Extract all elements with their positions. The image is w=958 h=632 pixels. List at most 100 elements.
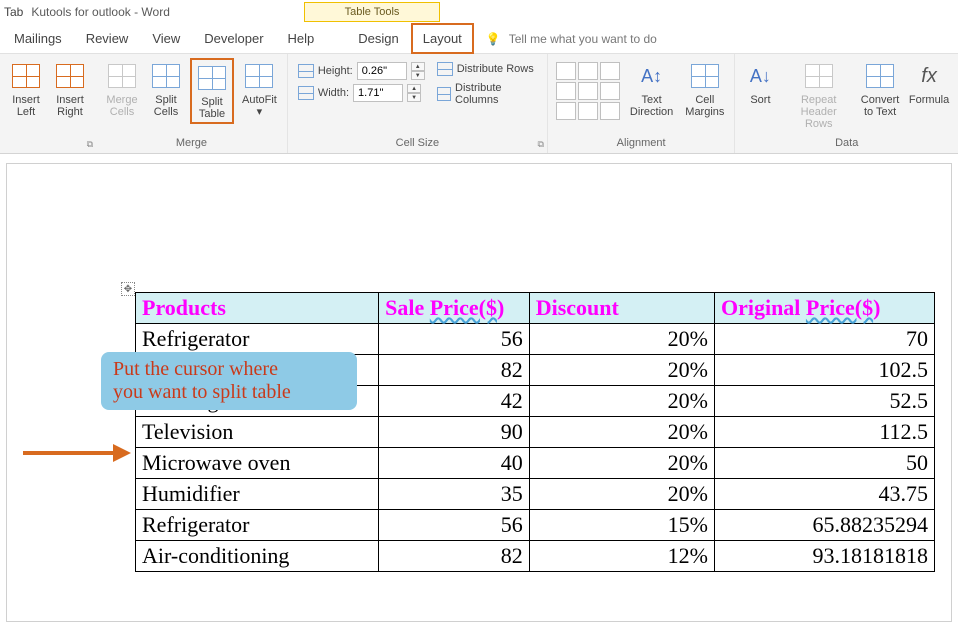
table-cell[interactable]: 20% bbox=[529, 386, 714, 417]
table-cell[interactable]: Refrigerator bbox=[136, 510, 379, 541]
convert-to-text-button[interactable]: Convert to Text bbox=[858, 58, 902, 120]
tab-review[interactable]: Review bbox=[74, 23, 141, 54]
tell-me-search[interactable]: Tell me what you want to do bbox=[509, 32, 657, 46]
table-cell[interactable]: 102.5 bbox=[714, 355, 934, 386]
table-row[interactable]: Air-conditioning8212%93.18181818 bbox=[136, 541, 935, 572]
align-top-right[interactable] bbox=[600, 62, 620, 80]
table-cell[interactable]: 112.5 bbox=[714, 417, 934, 448]
sort-button[interactable]: A↓ Sort bbox=[741, 58, 779, 108]
tab-view[interactable]: View bbox=[140, 23, 192, 54]
height-label: Height: bbox=[318, 65, 353, 77]
autofit-button[interactable]: AutoFit▾ bbox=[238, 58, 281, 120]
table-cell[interactable]: 70 bbox=[714, 324, 934, 355]
table-cell[interactable]: 15% bbox=[529, 510, 714, 541]
width-spinner[interactable]: ▲▼ bbox=[407, 84, 421, 102]
table-cell[interactable]: 20% bbox=[529, 479, 714, 510]
ribbon: Insert Left Insert Right ⧉ Merge Cells S… bbox=[0, 54, 958, 154]
align-top-left[interactable] bbox=[556, 62, 576, 80]
align-mid-right[interactable] bbox=[600, 82, 620, 100]
callout-line1: Put the cursor where bbox=[113, 358, 345, 381]
table-cell[interactable]: 65.88235294 bbox=[714, 510, 934, 541]
table-cell[interactable]: 20% bbox=[529, 355, 714, 386]
ribbon-group-data-label: Data bbox=[739, 135, 954, 151]
table-cell[interactable]: 42 bbox=[379, 386, 530, 417]
dialog-launcher-icon[interactable]: ⧉ bbox=[87, 139, 93, 150]
table-cell[interactable]: Humidifier bbox=[136, 479, 379, 510]
table-row[interactable]: Humidifier3520%43.75 bbox=[136, 479, 935, 510]
insert-right-button[interactable]: Insert Right bbox=[50, 58, 90, 120]
table-cell[interactable]: 56 bbox=[379, 324, 530, 355]
split-table-button[interactable]: Split Table bbox=[190, 58, 234, 124]
table-cell[interactable]: 56 bbox=[379, 510, 530, 541]
document-name: Kutools for outlook - Word bbox=[31, 5, 170, 19]
table-row[interactable]: Refrigerator5620%70 bbox=[136, 324, 935, 355]
align-bot-right[interactable] bbox=[600, 102, 620, 120]
align-mid-left[interactable] bbox=[556, 82, 576, 100]
table-cell[interactable]: 93.18181818 bbox=[714, 541, 934, 572]
table-row[interactable]: Refrigerator5615%65.88235294 bbox=[136, 510, 935, 541]
table-row[interactable]: Television9020%112.5 bbox=[136, 417, 935, 448]
insert-left-label: Insert Left bbox=[12, 94, 40, 118]
callout-line2: you want to split table bbox=[113, 381, 345, 404]
align-mid-center[interactable] bbox=[578, 82, 598, 100]
table-cell[interactable]: 35 bbox=[379, 479, 530, 510]
ribbon-group-alignment-label: Alignment bbox=[552, 135, 731, 151]
cellsize-launcher-icon[interactable]: ⧉ bbox=[537, 139, 543, 150]
table-cell[interactable]: 43.75 bbox=[714, 479, 934, 510]
table-cell[interactable]: 40 bbox=[379, 448, 530, 479]
tab-design[interactable]: Design bbox=[346, 23, 410, 54]
align-bot-center[interactable] bbox=[578, 102, 598, 120]
cell-margins-label: Cell Margins bbox=[685, 94, 724, 118]
repeat-header-label: Repeat Header Rows bbox=[787, 94, 850, 130]
col-discount[interactable]: Discount bbox=[529, 293, 714, 324]
height-input[interactable] bbox=[357, 62, 407, 80]
table-row[interactable]: Microwave oven4020%50 bbox=[136, 448, 935, 479]
sort-label: Sort bbox=[750, 94, 770, 106]
ribbon-group-merge-label: Merge bbox=[100, 135, 283, 151]
insert-right-label: Insert Right bbox=[56, 94, 84, 118]
table-cell[interactable]: Air-conditioning bbox=[136, 541, 379, 572]
distribute-columns-label: Distribute Columns bbox=[455, 82, 537, 106]
table-cell[interactable]: 20% bbox=[529, 448, 714, 479]
formula-button[interactable]: fx Formula bbox=[906, 58, 952, 108]
data-table[interactable]: Products Sale Price($) Discount Original… bbox=[135, 292, 935, 572]
distribute-rows-button[interactable]: Distribute Rows bbox=[437, 62, 537, 76]
formula-label: Formula bbox=[909, 94, 949, 106]
col-original-price[interactable]: Original Price($) bbox=[714, 293, 934, 324]
tab-help[interactable]: Help bbox=[276, 23, 327, 54]
tab-layout[interactable]: Layout bbox=[411, 23, 474, 54]
table-cell[interactable]: Refrigerator bbox=[136, 324, 379, 355]
distribute-columns-button[interactable]: Distribute Columns bbox=[437, 82, 537, 106]
table-cell[interactable]: 52.5 bbox=[714, 386, 934, 417]
document-area[interactable]: ✥ Products Sale Price($) Discount Origin… bbox=[6, 163, 952, 622]
bulb-icon: 💡 bbox=[486, 32, 501, 46]
table-cell[interactable]: 90 bbox=[379, 417, 530, 448]
col-products[interactable]: Products bbox=[136, 293, 379, 324]
height-spinner[interactable]: ▲▼ bbox=[411, 62, 425, 80]
page-surface: ✥ Products Sale Price($) Discount Origin… bbox=[7, 164, 951, 621]
table-header-row: Products Sale Price($) Discount Original… bbox=[136, 293, 935, 324]
alignment-grid bbox=[552, 58, 624, 124]
tab-developer[interactable]: Developer bbox=[192, 23, 275, 54]
table-cell[interactable]: 20% bbox=[529, 324, 714, 355]
align-top-center[interactable] bbox=[578, 62, 598, 80]
text-direction-button[interactable]: A↕ Text Direction bbox=[626, 58, 677, 120]
table-cell[interactable]: Microwave oven bbox=[136, 448, 379, 479]
col-sale-price[interactable]: Sale Price($) bbox=[379, 293, 530, 324]
align-bot-left[interactable] bbox=[556, 102, 576, 120]
tab-mailings[interactable]: Mailings bbox=[2, 23, 74, 54]
table-cell[interactable]: 12% bbox=[529, 541, 714, 572]
width-input[interactable] bbox=[353, 84, 403, 102]
merge-cells-label: Merge Cells bbox=[106, 94, 137, 118]
split-cells-button[interactable]: Split Cells bbox=[146, 58, 186, 120]
table-cell[interactable]: Television bbox=[136, 417, 379, 448]
table-cell[interactable]: 50 bbox=[714, 448, 934, 479]
table-cell[interactable]: 20% bbox=[529, 417, 714, 448]
menu-bar: Mailings Review View Developer Help Desi… bbox=[0, 24, 958, 54]
table-move-handle[interactable]: ✥ bbox=[121, 282, 135, 296]
insert-left-button[interactable]: Insert Left bbox=[6, 58, 46, 120]
table-cell[interactable]: 82 bbox=[379, 541, 530, 572]
table-cell[interactable]: 82 bbox=[379, 355, 530, 386]
split-cells-label: Split Cells bbox=[154, 94, 178, 118]
cell-margins-button[interactable]: Cell Margins bbox=[681, 58, 728, 120]
